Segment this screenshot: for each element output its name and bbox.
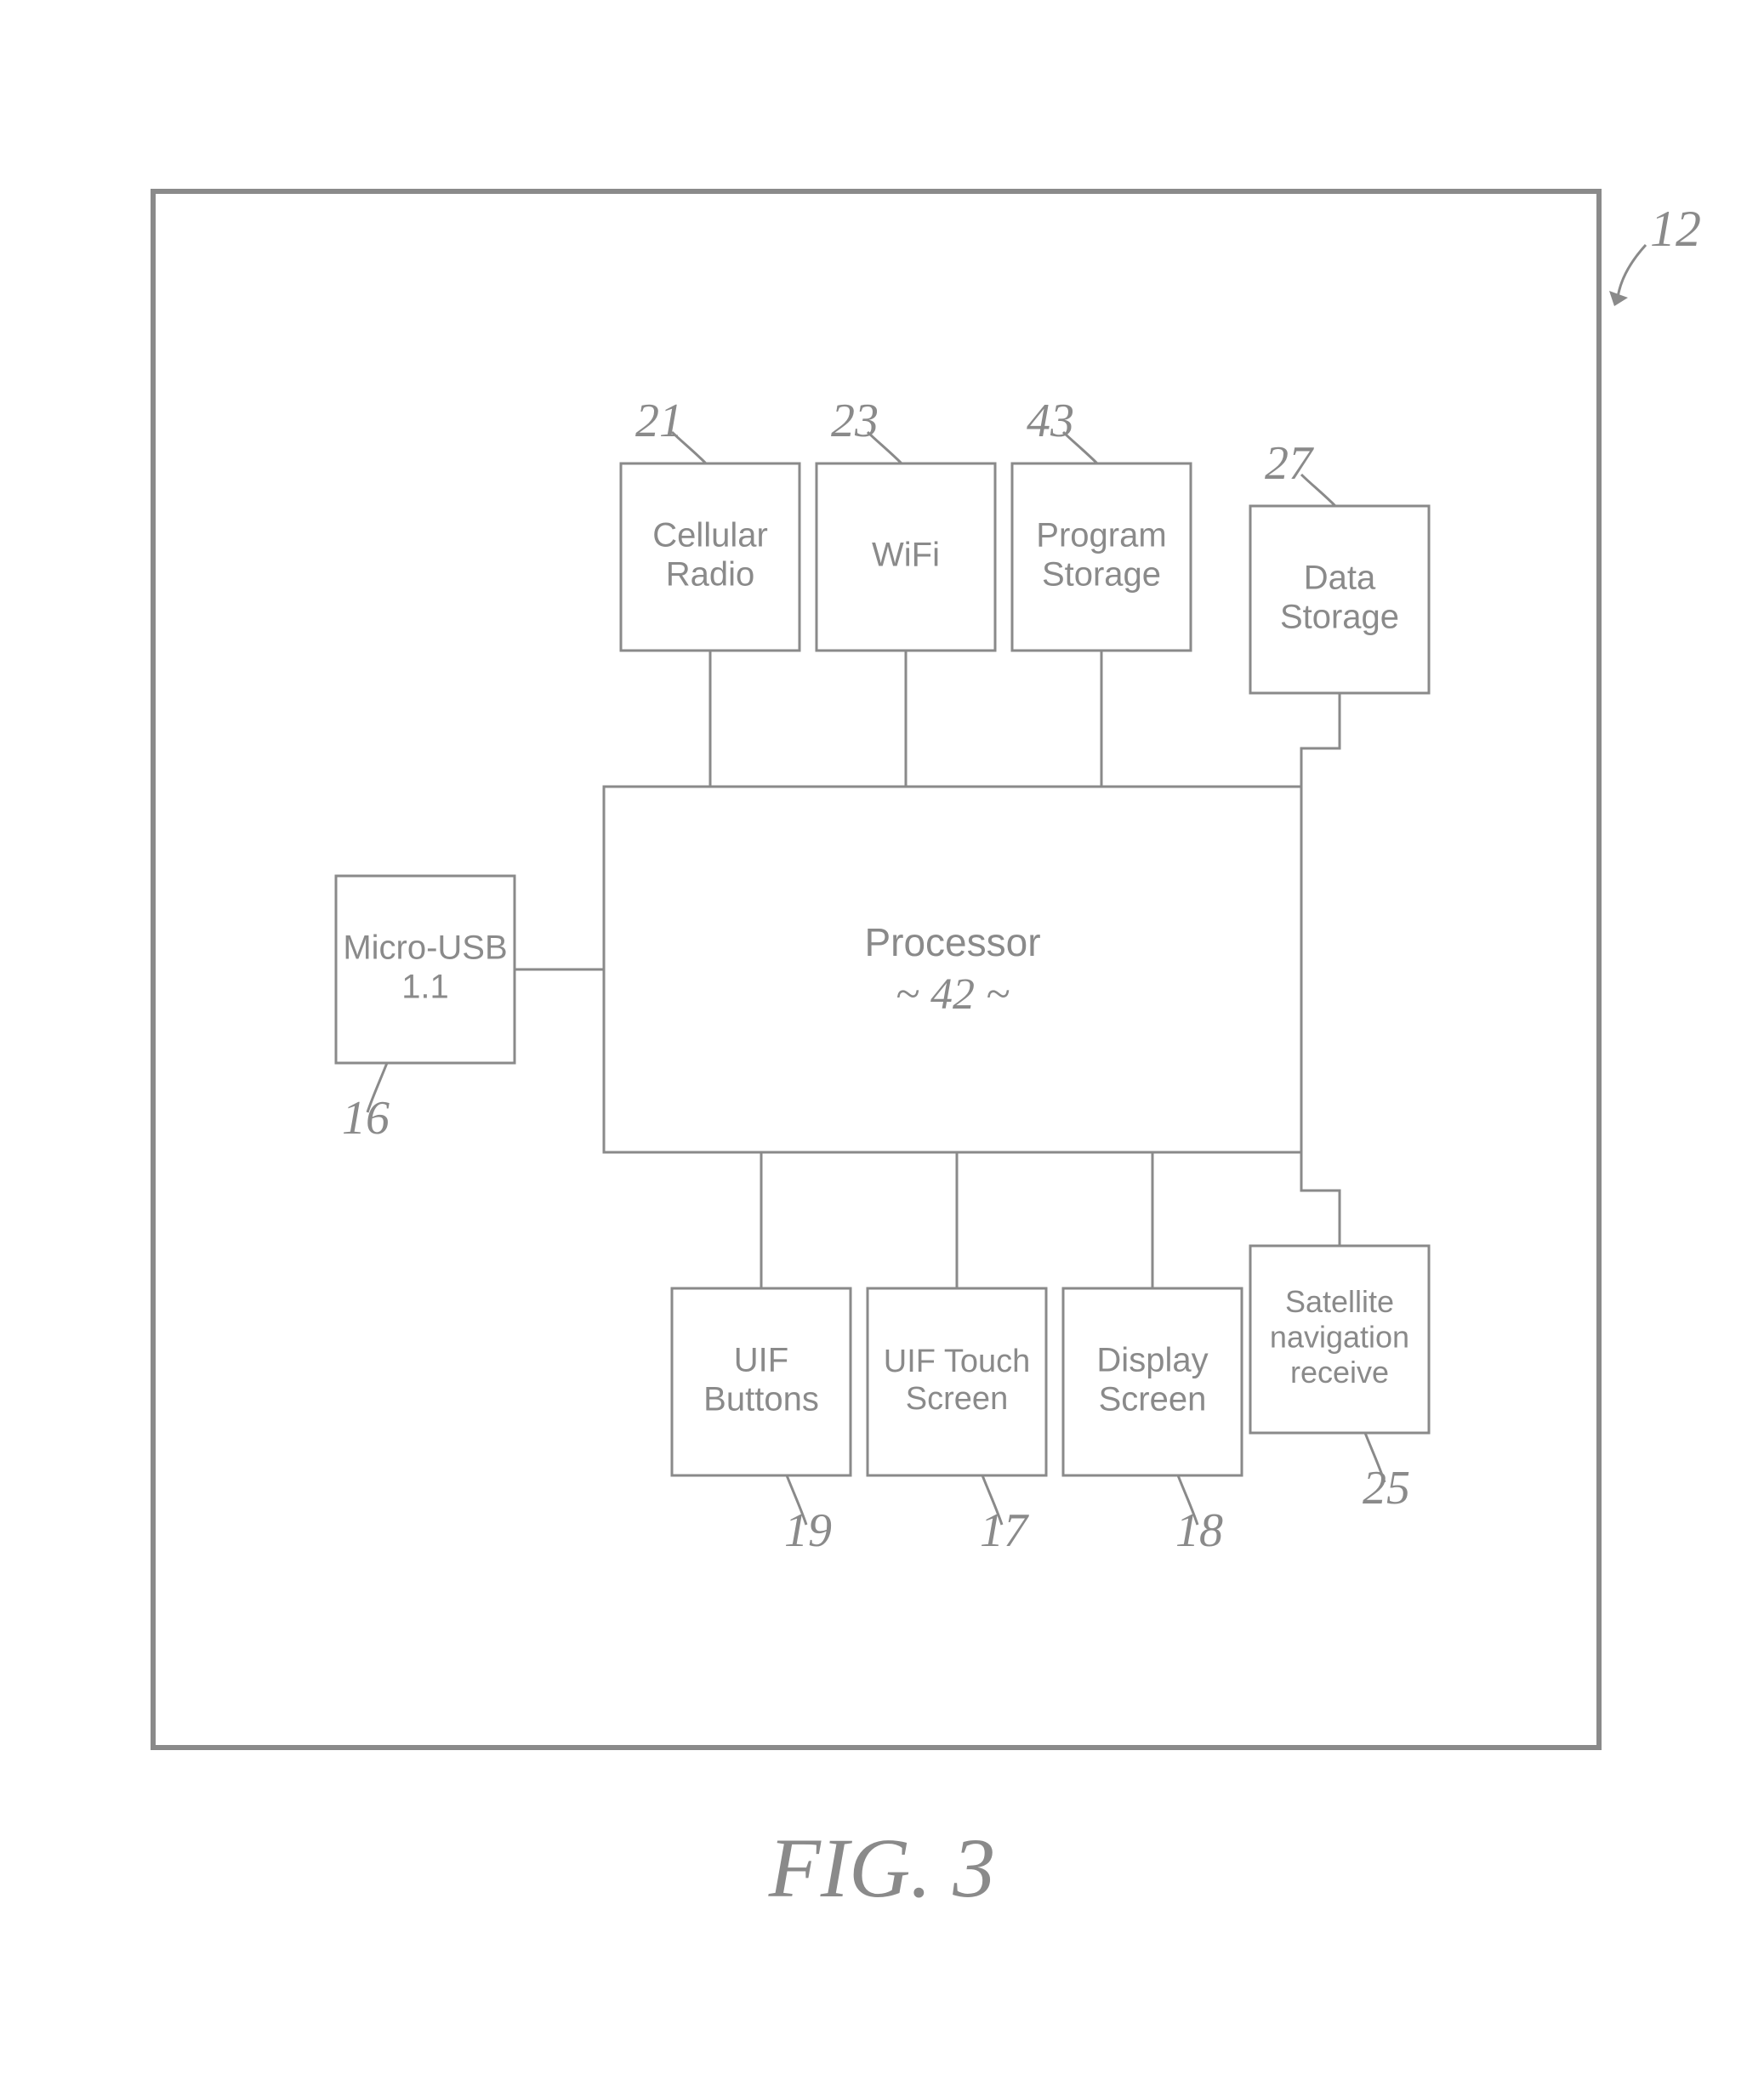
- node-display-ref: 18: [1175, 1504, 1223, 1557]
- node-microusb: Micro-USB1.1 16: [336, 876, 515, 1145]
- node-display-line-1: Screen: [1099, 1381, 1207, 1418]
- node-cellular: CellularRadio 21: [621, 395, 799, 651]
- node-data-line-0: Data: [1304, 560, 1376, 597]
- node-buttons-line-1: Buttons: [703, 1381, 819, 1418]
- node-wifi-line-0: WiFi: [872, 537, 940, 574]
- node-satnav-line-2: receive: [1290, 1355, 1389, 1390]
- node-program-lead: [1063, 432, 1097, 463]
- diagram-canvas: Processor ~ 42 ~ Micro-USB1.1 16 CellularRad…: [0, 0, 1764, 2086]
- node-cellular-lead: [672, 432, 706, 463]
- connector-4: [1301, 693, 1340, 1246]
- node-wifi-ref: 23: [831, 395, 879, 447]
- node-cellular-line-1: Radio: [666, 556, 755, 594]
- node-touch: UIF TouchScreen 17: [868, 1288, 1046, 1557]
- figure-label: FIG. 3: [768, 1821, 996, 1915]
- node-satnav: Satellitenavigationreceive 25: [1250, 1246, 1429, 1515]
- node-wifi-lead: [868, 432, 902, 463]
- processor-label: Processor: [864, 920, 1040, 964]
- node-microusb-line-1: 1.1: [401, 969, 449, 1006]
- node-microusb-ref: 16: [342, 1092, 390, 1145]
- node-program-line-1: Storage: [1042, 556, 1161, 594]
- node-cellular-line-0: Cellular: [652, 517, 768, 554]
- node-satnav-line-1: navigation: [1270, 1320, 1409, 1355]
- node-program-ref: 43: [1027, 395, 1074, 447]
- node-display: DisplayScreen 18: [1063, 1288, 1242, 1557]
- node-satnav-ref: 25: [1363, 1462, 1410, 1515]
- node-data-lead: [1301, 475, 1335, 506]
- node-cellular-ref: 21: [635, 395, 683, 447]
- node-buttons-line-0: UIF: [734, 1342, 788, 1379]
- node-touch-ref: 17: [980, 1504, 1029, 1557]
- node-program: ProgramStorage 43: [1012, 395, 1191, 651]
- processor-ref: ~ 42 ~: [896, 970, 1010, 1019]
- node-display-line-0: Display: [1096, 1342, 1208, 1379]
- node-buttons: UIFButtons 19: [672, 1288, 851, 1557]
- node-satnav-line-0: Satellite: [1285, 1284, 1394, 1319]
- node-data-line-1: Storage: [1280, 599, 1399, 636]
- node-touch-line-1: Screen: [906, 1381, 1008, 1417]
- node-buttons-ref: 19: [784, 1504, 832, 1557]
- frame-ref-lead: [1618, 245, 1646, 298]
- node-wifi: WiFi 23: [817, 395, 995, 651]
- node-processor: Processor ~ 42 ~: [604, 787, 1301, 1152]
- node-program-line-0: Program: [1036, 517, 1166, 554]
- node-data: DataStorage 27: [1250, 437, 1429, 693]
- node-data-ref: 27: [1265, 437, 1314, 490]
- frame-ref-label: 12: [1650, 201, 1701, 257]
- node-touch-line-0: UIF Touch: [884, 1344, 1030, 1379]
- node-microusb-line-0: Micro-USB: [343, 929, 507, 967]
